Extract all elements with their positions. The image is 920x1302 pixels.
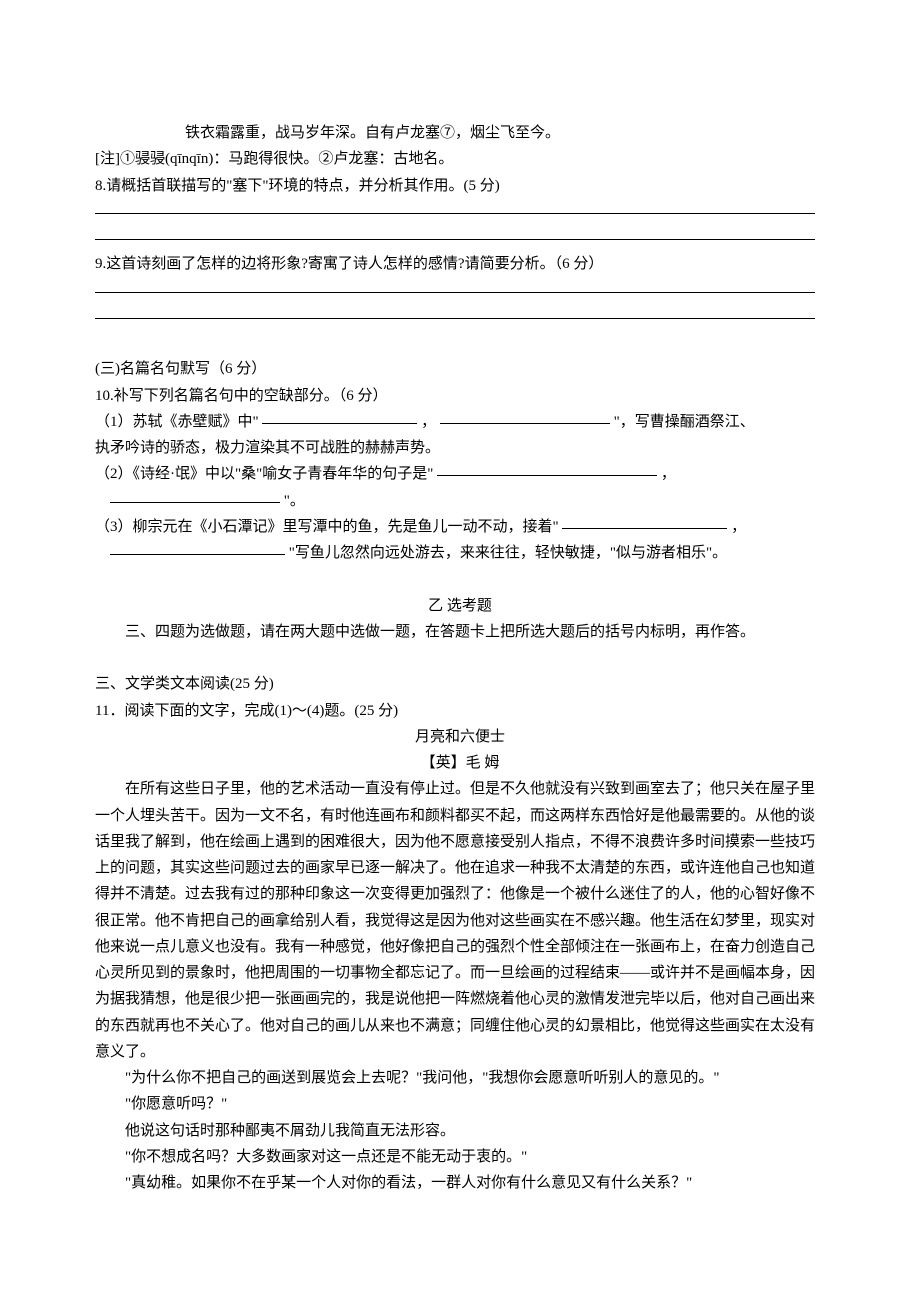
q10-item-2-cont: "。 bbox=[95, 488, 825, 514]
story-author: 【英】毛 姆 bbox=[95, 750, 825, 776]
blank-underline[interactable] bbox=[95, 292, 815, 293]
story-narration-1: 他说这句话时那种鄙夷不屑劲儿我简直无法形容。 bbox=[95, 1118, 825, 1144]
poem-line: 铁衣霜露重，战马岁年深。自有卢龙塞⑦，烟尘飞至今。 bbox=[95, 120, 825, 146]
q10-item-3-pre: （3）柳宗元在《小石潭记》里写潭中的鱼，先是鱼儿一动不动，接着" bbox=[95, 519, 559, 535]
q10-item-1: （1）苏轼《赤壁赋》中" ， "，写曹操酾酒祭江、 bbox=[95, 409, 825, 435]
story-dialog-1: "为什么你不把自己的画送到展览会上去呢？"我问他，"我想你会愿意听听别人的意见的… bbox=[95, 1065, 825, 1091]
fill-blank[interactable] bbox=[110, 554, 285, 555]
fill-blank[interactable] bbox=[562, 528, 727, 529]
story-dialog-4: "真幼稚。如果你不在乎某一个人对你的看法，一群人对你有什么意见又有什么关系？" bbox=[95, 1170, 825, 1196]
blank-underline[interactable] bbox=[95, 318, 815, 319]
q10-item-2-post: "。 bbox=[284, 493, 305, 509]
fill-blank[interactable] bbox=[262, 423, 417, 424]
answer-blank-line bbox=[95, 199, 825, 225]
q10-item-1-post: "，写曹操酾酒祭江、 bbox=[614, 414, 755, 430]
section-literary-title: 三、文学类文本阅读(25 分) bbox=[95, 671, 825, 697]
poem-note: [注]①骎骎(qīnqīn)：马跑得很快。②卢龙塞：古地名。 bbox=[95, 146, 825, 172]
question-9: 9.这首诗刻画了怎样的边将形象?寄寓了诗人怎样的感情?请简要分析。（6 分） bbox=[95, 251, 825, 277]
q10-item-3-post: "写鱼儿忽然向远处游去，来来往往，轻快敏捷，"似与游者相乐"。 bbox=[289, 545, 727, 561]
question-8: 8.请概括首联描写的"塞下"环境的特点，并分析其作用。(5 分) bbox=[95, 173, 825, 199]
q10-item-3-cont: "写鱼儿忽然向远处游去，来来往往，轻快敏捷，"似与游者相乐"。 bbox=[95, 540, 825, 566]
answer-blank-line bbox=[95, 304, 825, 330]
story-title: 月亮和六便士 bbox=[95, 724, 825, 750]
fill-blank[interactable] bbox=[437, 475, 657, 476]
section-3-title: (三)名篇名句默写（6 分） bbox=[95, 356, 825, 382]
q10-item-3: （3）柳宗元在《小石潭记》里写潭中的鱼，先是鱼儿一动不动，接着" ， bbox=[95, 514, 825, 540]
section-yi-intro: 三、四题为选做题，请在两大题中选做一题，在答题卡上把所选大题后的括号内标明，再作… bbox=[95, 619, 825, 645]
question-10-intro: 10.补写下列名篇名句中的空缺部分。（6 分） bbox=[95, 383, 825, 409]
story-dialog-3: "你不想成名吗？大多数画家对这一点还是不能无动于衷的。" bbox=[95, 1144, 825, 1170]
section-yi-title: 乙 选考题 bbox=[95, 593, 825, 619]
answer-blank-line bbox=[95, 225, 825, 251]
q10-item-2: （2）《诗经·氓》中以"桑"喻女子青春年华的句子是" ， bbox=[95, 461, 825, 487]
answer-blank-line bbox=[95, 278, 825, 304]
story-paragraph-1: 在所有这些日子里，他的艺术活动一直没有停止过。但是不久他就没有兴致到画室去了；他… bbox=[95, 776, 825, 1065]
blank-underline[interactable] bbox=[95, 239, 815, 240]
question-11-intro: 11．阅读下面的文字，完成(1)～(4)题。(25 分) bbox=[95, 698, 825, 724]
q10-item-1-mid: ， bbox=[421, 414, 436, 430]
fill-blank[interactable] bbox=[110, 502, 280, 503]
blank-underline[interactable] bbox=[95, 213, 815, 214]
q10-item-3-mid: ， bbox=[731, 519, 746, 535]
story-dialog-2: "你愿意听吗？" bbox=[95, 1091, 825, 1117]
q10-item-1-pre: （1）苏轼《赤壁赋》中" bbox=[95, 414, 259, 430]
q10-item-2-mid: ， bbox=[661, 466, 676, 482]
fill-blank[interactable] bbox=[440, 423, 610, 424]
q10-item-2-pre: （2）《诗经·氓》中以"桑"喻女子青春年华的句子是" bbox=[95, 466, 433, 482]
q10-item-1-cont: 执矛吟诗的骄态，极力渲染其不可战胜的赫赫声势。 bbox=[95, 435, 825, 461]
